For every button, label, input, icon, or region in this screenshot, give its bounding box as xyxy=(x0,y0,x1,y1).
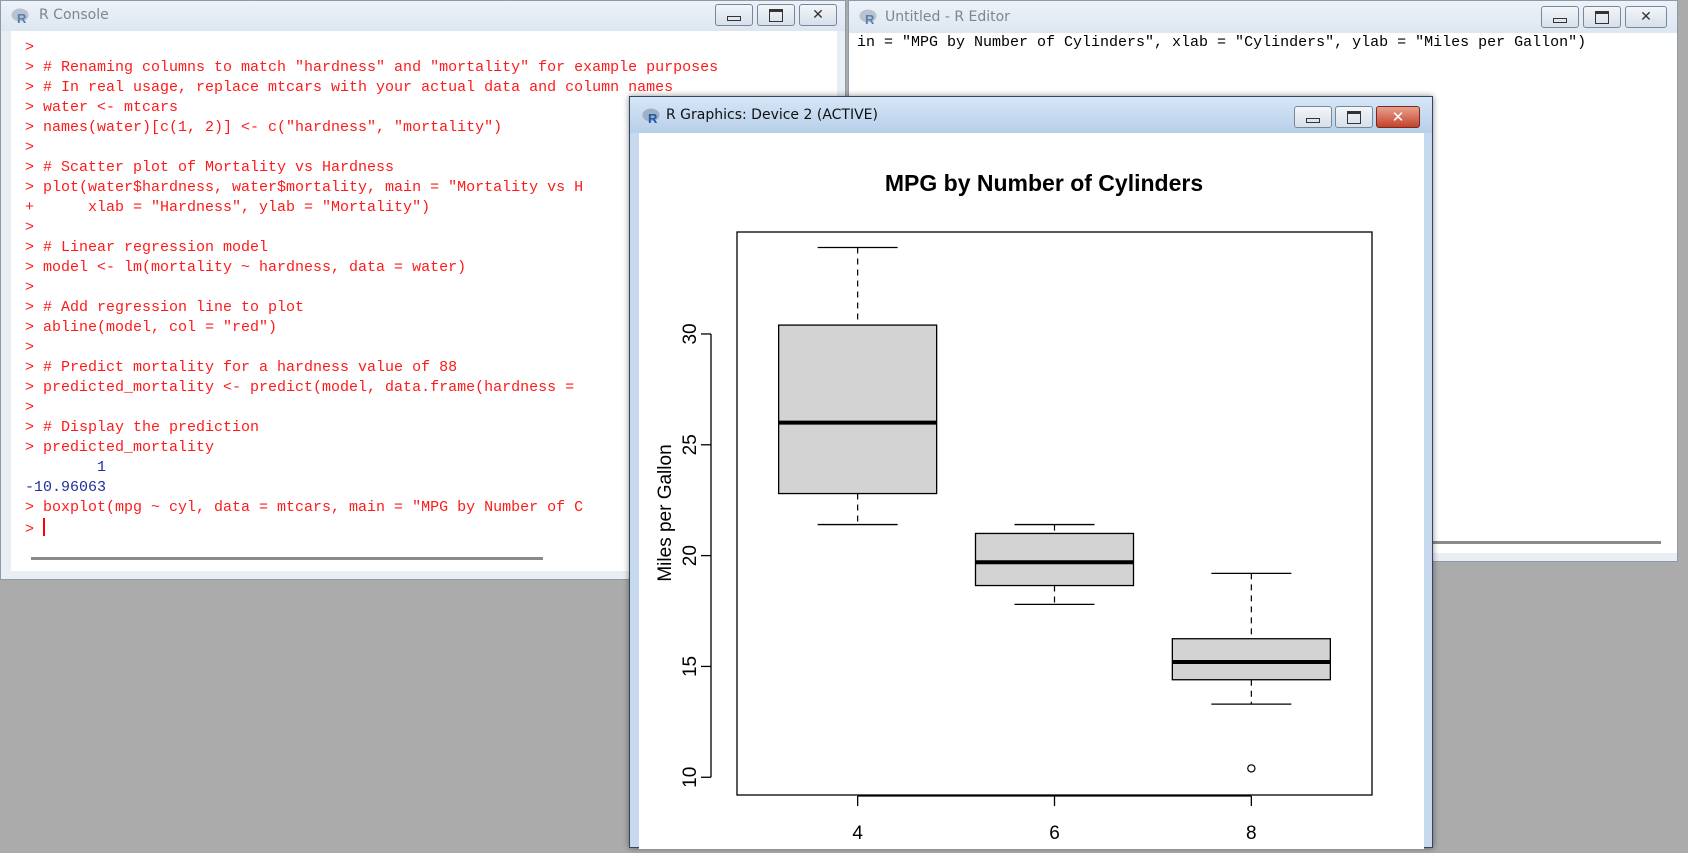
console-line: > xyxy=(25,339,35,356)
y-tick-label: 30 xyxy=(680,323,701,344)
console-line: + xlab = "Hardness", ylab = "Mortality") xyxy=(25,199,431,216)
console-line: > water <- mtcars xyxy=(25,99,179,116)
console-title: R Console xyxy=(39,7,109,23)
editor-close-button[interactable]: ✕ xyxy=(1625,6,1667,28)
graphics-titlebar[interactable]: R R Graphics: Device 2 (ACTIVE) ✕ xyxy=(630,97,1432,133)
outlier-point xyxy=(1247,764,1256,773)
console-line: > # Add regression line to plot xyxy=(25,299,305,316)
graphics-minimize-button[interactable] xyxy=(1294,106,1332,128)
console-line: > # Display the prediction xyxy=(25,419,260,436)
console-line: > xyxy=(25,518,46,538)
y-tick-label: 20 xyxy=(680,545,701,566)
minimize-icon xyxy=(1306,117,1320,123)
editor-code-line: in = "MPG by Number of Cylinders", xlab … xyxy=(857,34,1587,51)
svg-text:R: R xyxy=(648,111,658,125)
r-logo-icon: R xyxy=(859,9,877,26)
maximize-icon xyxy=(1347,110,1361,124)
text-cursor xyxy=(43,518,46,536)
r-graphics-window: R R Graphics: Device 2 (ACTIVE) ✕ MPG by… xyxy=(629,96,1433,849)
console-line: 1 xyxy=(25,459,107,476)
editor-horizontal-scrollbar[interactable] xyxy=(1389,541,1661,544)
console-line: > predicted_mortality <- predict(model, … xyxy=(25,379,584,396)
console-line: > xyxy=(25,39,35,56)
editor-titlebar[interactable]: R Untitled - R Editor ✕ xyxy=(849,1,1677,33)
plot-frame xyxy=(736,231,1373,796)
y-tick-label: 15 xyxy=(680,656,701,677)
console-maximize-button[interactable] xyxy=(757,4,795,26)
svg-text:R: R xyxy=(865,12,875,26)
graphics-title: R Graphics: Device 2 (ACTIVE) xyxy=(666,107,878,123)
editor-title: Untitled - R Editor xyxy=(885,9,1010,25)
console-line: -10.96063 xyxy=(25,479,107,496)
graphics-canvas: MPG by Number of Cylinders Miles per Gal… xyxy=(639,133,1424,849)
x-tick-label: 6 xyxy=(1049,823,1060,844)
editor-maximize-button[interactable] xyxy=(1583,6,1621,28)
maximize-icon xyxy=(769,8,783,22)
svg-text:R: R xyxy=(17,11,27,25)
console-line: > abline(model, col = "red") xyxy=(25,319,278,336)
console-line: > # Scatter plot of Mortality vs Hardnes… xyxy=(25,159,395,176)
editor-minimize-button[interactable] xyxy=(1541,6,1579,28)
console-horizontal-scrollbar[interactable] xyxy=(31,557,543,560)
chart-title: MPG by Number of Cylinders xyxy=(885,170,1203,196)
console-line: > plot(water$hardness, water$mortality, … xyxy=(25,179,584,196)
maximize-icon xyxy=(1595,10,1609,24)
console-line: > xyxy=(25,139,35,156)
x-tick-label: 8 xyxy=(1246,823,1257,844)
graphics-close-button[interactable]: ✕ xyxy=(1376,106,1420,128)
box-iqr xyxy=(1171,638,1331,681)
close-icon: ✕ xyxy=(1640,9,1652,25)
console-line: > # Renaming columns to match "hardness"… xyxy=(25,59,719,76)
graphics-maximize-button[interactable] xyxy=(1335,106,1373,128)
console-close-button[interactable]: ✕ xyxy=(799,4,837,26)
r-logo-icon: R xyxy=(11,8,29,25)
console-line: > xyxy=(25,399,35,416)
x-tick-label: 4 xyxy=(852,823,863,844)
console-line: > # Linear regression model xyxy=(25,239,269,256)
minimize-icon xyxy=(727,15,741,21)
console-line: > boxplot(mpg ~ cyl, data = mtcars, main… xyxy=(25,499,584,516)
console-line: > xyxy=(25,219,35,236)
console-line: > predicted_mortality xyxy=(25,439,215,456)
console-line: > xyxy=(25,279,35,296)
console-titlebar[interactable]: R R Console ✕ xyxy=(1,1,845,31)
console-line: > # Predict mortality for a hardness val… xyxy=(25,359,458,376)
box-iqr xyxy=(974,532,1135,587)
box-iqr xyxy=(777,324,938,495)
close-icon: ✕ xyxy=(1391,108,1405,126)
y-tick-label: 10 xyxy=(680,767,701,788)
minimize-icon xyxy=(1553,17,1567,23)
y-tick-label: 25 xyxy=(680,434,701,455)
close-icon: ✕ xyxy=(812,7,824,23)
boxplot-chart: MPG by Number of Cylinders Miles per Gal… xyxy=(655,170,1373,844)
y-axis-label: Miles per Gallon xyxy=(655,444,676,581)
console-line: > names(water)[c(1, 2)] <- c("hardness",… xyxy=(25,119,503,136)
r-logo-icon: R xyxy=(642,108,660,125)
console-line: > # In real usage, replace mtcars with y… xyxy=(25,79,674,96)
console-line: > model <- lm(mortality ~ hardness, data… xyxy=(25,259,467,276)
console-minimize-button[interactable] xyxy=(715,4,753,26)
